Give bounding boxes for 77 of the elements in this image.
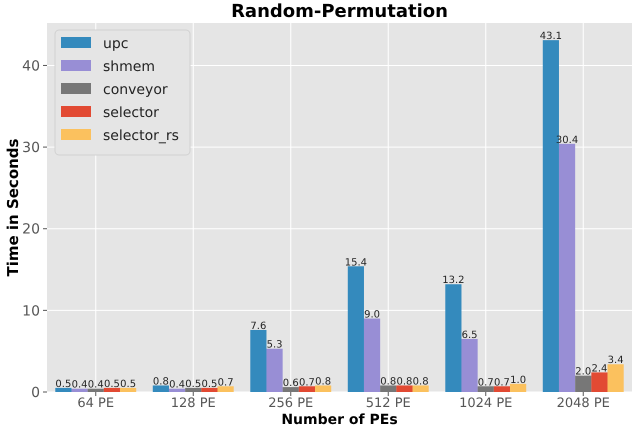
data-label: 9.0: [364, 310, 380, 321]
bar: [104, 388, 120, 392]
data-label: 0.5: [104, 378, 120, 390]
data-label: 0.4: [72, 380, 88, 391]
bar: [298, 386, 316, 392]
legend-label: shmem: [103, 58, 156, 75]
x-tick-label: 512 PE: [366, 396, 411, 411]
bar: [152, 385, 169, 392]
data-label: 5.3: [266, 340, 283, 351]
bar: [282, 387, 299, 392]
data-label: 0.7: [494, 377, 510, 388]
bar: [591, 372, 608, 392]
legend-label: conveyor: [103, 82, 168, 98]
bar: [494, 386, 510, 392]
bar: [510, 384, 526, 392]
data-label: 0.8: [396, 376, 412, 388]
data-label: 13.2: [442, 275, 465, 286]
data-label: 6.5: [462, 330, 478, 341]
bar: [396, 385, 413, 392]
data-label: 0.4: [169, 380, 186, 391]
data-label: 0.8: [412, 376, 429, 388]
x-tick-label: 128 PE: [170, 396, 216, 411]
bar: [55, 388, 72, 392]
bar: [364, 318, 380, 392]
bar: [88, 388, 104, 392]
data-label: 0.5: [55, 378, 72, 390]
data-label: 2.4: [591, 363, 608, 374]
x-tick-label: 1024 PE: [459, 396, 512, 411]
legend-label: selector: [103, 104, 160, 121]
data-label: 15.4: [344, 257, 368, 268]
bar: [575, 376, 592, 392]
y-tick-label: 0: [31, 384, 40, 401]
bar: [608, 364, 624, 392]
y-tick-label: 20: [22, 222, 40, 238]
data-label: 0.8: [315, 376, 332, 388]
data-label: 0.8: [152, 376, 169, 388]
bar: [558, 144, 576, 392]
bar: [380, 385, 396, 392]
x-axis-title: Number of PEs: [281, 412, 398, 428]
data-label: 0.5: [201, 378, 218, 390]
data-label: 0.5: [120, 378, 136, 390]
bar: [412, 385, 429, 392]
data-label: 3.4: [608, 355, 624, 366]
data-label: 0.5: [185, 378, 202, 390]
bar: [250, 330, 266, 392]
bar: [348, 266, 364, 392]
bar: [478, 386, 494, 392]
data-label: 2.0: [575, 366, 592, 378]
bar: [120, 388, 136, 392]
data-label: 0.8: [380, 376, 396, 388]
data-label: 0.7: [298, 377, 315, 388]
data-label: 0.7: [478, 377, 494, 388]
data-label: 7.6: [250, 320, 266, 332]
x-tick-label: 2048 PE: [556, 396, 610, 411]
bar: [185, 388, 202, 392]
x-tick-label: 64 PE: [77, 396, 114, 411]
legend-label: selector_rs: [103, 128, 179, 144]
data-label: 0.7: [218, 377, 234, 388]
data-label: 1.0: [510, 374, 526, 386]
bar: [461, 338, 478, 392]
bar: [218, 386, 234, 392]
bar: [266, 348, 283, 392]
y-tick-label: 10: [22, 303, 40, 320]
bar: [168, 388, 186, 392]
bar: [71, 388, 88, 392]
legend-label: upc: [103, 36, 128, 52]
data-label: 43.1: [540, 31, 562, 42]
data-label: 0.6: [282, 378, 299, 390]
bar: [201, 388, 218, 392]
x-tick-label: 256 PE: [268, 396, 314, 411]
y-axis-title: Time in Seconds: [4, 138, 22, 276]
bar: [315, 385, 332, 392]
y-tick-label: 30: [22, 140, 40, 156]
chart-title: Random-Permutation: [231, 1, 448, 22]
data-label: 0.4: [88, 380, 104, 391]
bar: [445, 284, 462, 392]
y-tick-label: 40: [22, 58, 40, 74]
